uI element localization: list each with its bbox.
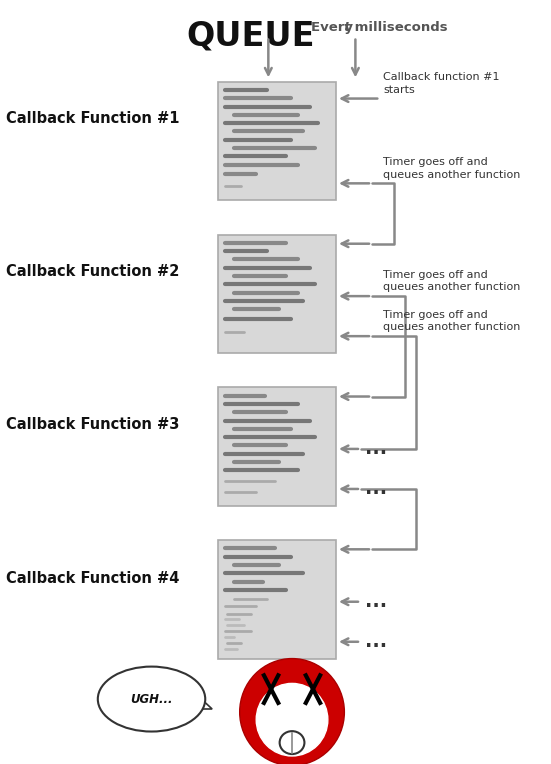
Text: ...: ... — [365, 592, 387, 611]
FancyBboxPatch shape — [218, 540, 336, 659]
Text: UGH...: UGH... — [130, 692, 173, 706]
Text: ...: ... — [365, 633, 387, 651]
Polygon shape — [196, 701, 212, 709]
Text: milliseconds: milliseconds — [350, 21, 447, 34]
Ellipse shape — [256, 683, 328, 756]
Text: QUEUE: QUEUE — [186, 19, 315, 52]
Text: t: t — [343, 21, 350, 34]
Text: Callback function #1
starts: Callback function #1 starts — [383, 73, 499, 95]
Ellipse shape — [240, 659, 344, 764]
FancyBboxPatch shape — [218, 387, 336, 506]
Text: ...: ... — [365, 480, 387, 498]
FancyBboxPatch shape — [218, 235, 336, 353]
Text: Every: Every — [311, 21, 358, 34]
Text: Timer goes off and
queues another function: Timer goes off and queues another functi… — [383, 310, 520, 332]
Ellipse shape — [280, 731, 304, 754]
Text: Callback Function #3: Callback Function #3 — [6, 416, 179, 432]
Text: ...: ... — [365, 439, 387, 458]
Text: Timer goes off and
queues another function: Timer goes off and queues another functi… — [383, 157, 520, 180]
FancyBboxPatch shape — [218, 82, 336, 200]
Text: Callback Function #2: Callback Function #2 — [6, 264, 179, 279]
Text: Callback Function #4: Callback Function #4 — [6, 571, 179, 586]
Ellipse shape — [98, 666, 205, 732]
Text: Callback Function #1: Callback Function #1 — [6, 111, 179, 126]
Text: Timer goes off and
queues another function: Timer goes off and queues another functi… — [383, 270, 520, 293]
